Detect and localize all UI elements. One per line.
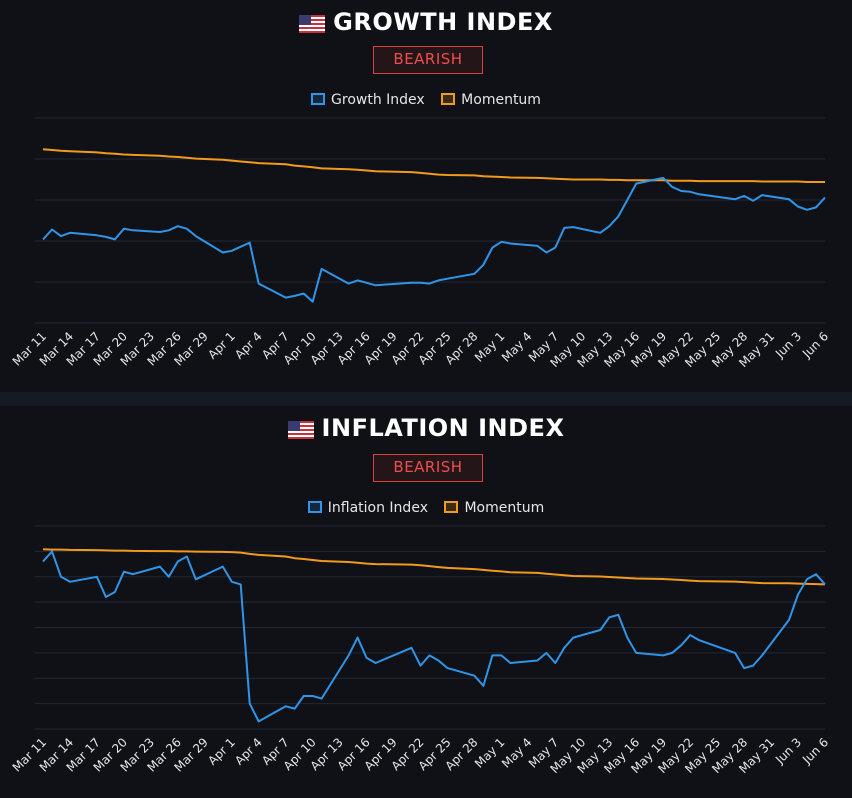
legend-swatch-icon	[311, 93, 326, 105]
legend-swatch-icon	[307, 501, 322, 513]
chart-title: GROWTH INDEX	[333, 8, 553, 36]
legend-label: Inflation Index	[327, 500, 428, 516]
legend-label: Momentum	[464, 500, 545, 516]
chart-title-row: GROWTH INDEX	[0, 8, 852, 36]
chart-legend: Growth Index Momentum	[0, 92, 852, 108]
x-tick-label: Apr 4	[232, 329, 265, 362]
status-badge: BEARISH	[373, 454, 483, 482]
legend-label: Growth Index	[331, 92, 425, 108]
momentum-series-line[interactable]	[42, 548, 826, 586]
index-series-line[interactable]	[42, 550, 826, 723]
status-badge: BEARISH	[373, 46, 483, 74]
legend-label: Momentum	[461, 92, 541, 108]
x-tick-label: Apr 1	[205, 329, 238, 362]
growth-index-panel: GROWTH INDEX BEARISH Growth Index Moment…	[0, 0, 852, 392]
inflation-index-panel: INFLATION INDEX BEARISH Inflation Index …	[0, 406, 852, 798]
momentum-series-line[interactable]	[42, 148, 825, 183]
us-flag-icon	[287, 421, 314, 439]
x-tick-label: Apr 1	[205, 735, 238, 768]
legend-item-momentum[interactable]: Momentum	[441, 92, 541, 108]
us-flag-icon	[299, 15, 326, 33]
legend-item-index[interactable]: Growth Index	[311, 92, 425, 108]
x-tick-label: Jun 3	[772, 329, 804, 361]
x-tick-label: Jun 6	[799, 735, 831, 767]
chart-legend: Inflation Index Momentum	[0, 500, 852, 516]
chart-title: INFLATION INDEX	[321, 414, 565, 442]
legend-swatch-icon	[444, 501, 459, 513]
x-tick-label: Jun 3	[772, 735, 804, 767]
x-tick-label: Apr 4	[232, 735, 265, 768]
index-series-line[interactable]	[42, 176, 826, 303]
legend-swatch-icon	[441, 93, 456, 105]
chart-title-row: INFLATION INDEX	[0, 414, 852, 442]
legend-item-index[interactable]: Inflation Index	[307, 500, 428, 516]
x-tick-label: Jun 6	[799, 329, 831, 361]
legend-item-momentum[interactable]: Momentum	[444, 500, 544, 516]
panel-separator	[0, 392, 852, 406]
